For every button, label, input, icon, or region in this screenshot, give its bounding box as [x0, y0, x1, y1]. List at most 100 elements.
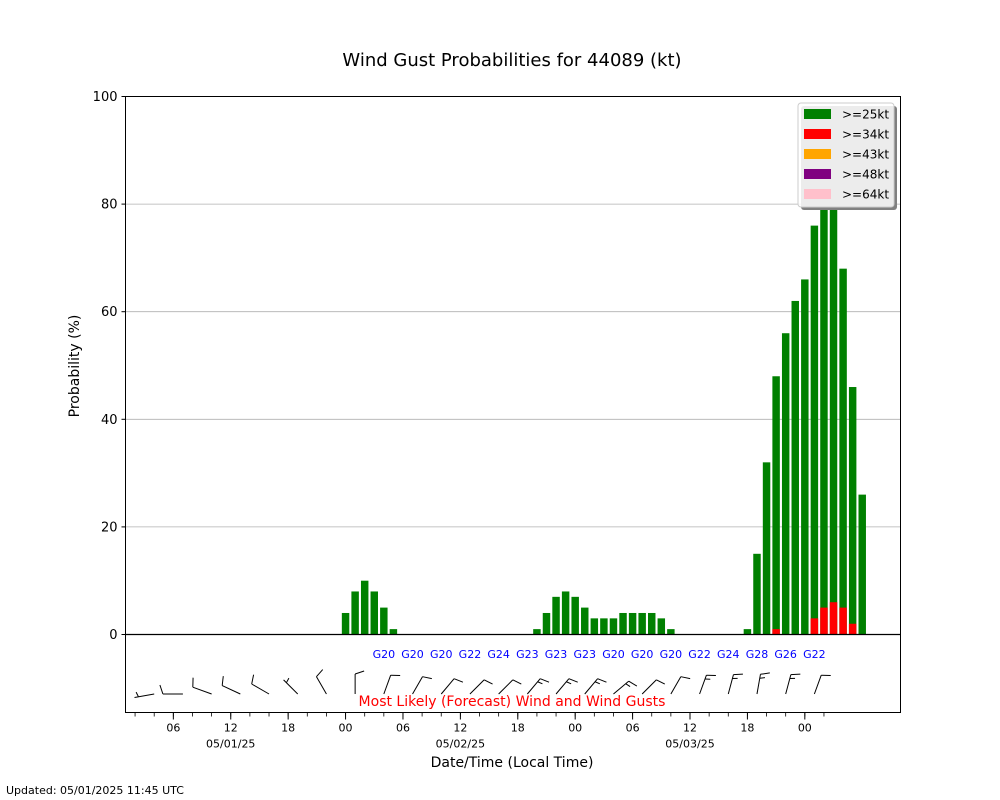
wind-barb: [221, 676, 241, 695]
y-ticks: 0 20 40 60 80 100: [93, 90, 126, 643]
gust-label: G23: [573, 648, 596, 661]
chart-title: Wind Gust Probabilities for 44089 (kt): [342, 50, 681, 71]
barb-feather: [316, 669, 324, 678]
barb-feather: [483, 679, 493, 685]
gust-label: G22: [459, 648, 482, 661]
legend: >=25kt >=34kt >=43kt >=48kt >=64kt: [797, 102, 897, 210]
x-tick-label: 18: [511, 722, 525, 735]
barb-staff: [756, 674, 761, 695]
barb-staff: [383, 675, 392, 695]
wind-barbs: [134, 669, 831, 698]
wind-barb: [699, 674, 716, 695]
bar: [648, 612, 656, 635]
axes: [125, 96, 901, 713]
gust-label: G23: [516, 648, 539, 661]
wind-barb: [192, 677, 212, 695]
bar: [743, 629, 752, 635]
barb-feather: [680, 676, 691, 680]
x-tick-label: 00: [339, 722, 353, 735]
wind-barb: [813, 674, 831, 695]
bar: [552, 596, 560, 635]
bar: [839, 268, 847, 635]
gust-label: G28: [746, 648, 769, 661]
bar: [801, 279, 809, 635]
bar: [351, 591, 359, 635]
wind-barb: [641, 679, 666, 695]
y-tick-label: 100: [93, 90, 118, 105]
x-tick-label: 12: [453, 722, 467, 735]
bar: [542, 612, 551, 635]
bar: [781, 333, 790, 635]
barb-staff: [498, 679, 514, 695]
x-tick-label: 12: [224, 722, 238, 735]
bar: [638, 612, 646, 635]
bar: [820, 607, 828, 635]
barb-feather: [540, 678, 550, 683]
legend-label: >=64kt: [842, 188, 889, 202]
y-tick-label: 20: [101, 520, 118, 535]
barb-staff: [440, 678, 455, 695]
bar: [341, 612, 350, 635]
x-tick-label: 12: [683, 722, 697, 735]
bar: [533, 629, 541, 635]
bar: [829, 204, 838, 635]
barb-staff: [641, 679, 657, 695]
x-date-label: 05/02/25: [436, 738, 485, 751]
barb-staff: [221, 685, 241, 695]
gust-label: G20: [430, 648, 453, 661]
wind-barb: [383, 674, 401, 695]
barb-feather: [790, 673, 801, 676]
wind-barb: [251, 674, 270, 695]
x-tick-label: 00: [568, 722, 582, 735]
bar: [360, 580, 369, 635]
bar: [810, 225, 819, 635]
wind-barb: [315, 669, 327, 695]
barb-staff: [813, 675, 822, 695]
barb-staff: [315, 676, 327, 695]
legend-swatch: [804, 129, 831, 139]
bar: [839, 607, 847, 635]
wind-barb: [613, 680, 638, 695]
wind-barb: [785, 673, 801, 695]
barb-staff: [469, 679, 485, 695]
legend-swatch: [804, 189, 831, 199]
barb-feather: [453, 678, 464, 683]
bar: [561, 591, 570, 635]
bar: [791, 300, 799, 635]
barb-feather: [597, 678, 607, 683]
bar: [600, 618, 608, 635]
wind-barb: [670, 676, 691, 695]
bar: [380, 607, 388, 635]
bar: [609, 618, 618, 635]
barb-feather: [221, 676, 224, 686]
x-tick-label: 18: [740, 722, 754, 735]
gust-label: G26: [774, 648, 797, 661]
gust-label: G20: [373, 648, 396, 661]
barb-half-feather: [135, 691, 139, 698]
gust-label: G20: [401, 648, 424, 661]
y-axis-label: Probability (%): [67, 315, 83, 418]
wind-barb: [412, 676, 432, 695]
barb-feather: [422, 676, 432, 680]
wind-barb: [283, 677, 299, 695]
y-tick-label: 0: [109, 628, 117, 643]
gust-label: G20: [660, 648, 683, 661]
legend-label: >=48kt: [842, 168, 889, 182]
barb-half-feather: [759, 677, 766, 679]
barb-half-feather: [537, 681, 543, 685]
barb-feather: [251, 674, 255, 685]
bar: [858, 494, 866, 635]
x-tick-label: 06: [626, 722, 640, 735]
bar: [389, 629, 398, 635]
barb-feather: [628, 680, 638, 687]
legend-label: >=43kt: [842, 148, 889, 162]
barb-feather: [733, 673, 743, 676]
barb-staff: [283, 679, 299, 695]
bar: [848, 387, 857, 635]
legend-swatch: [804, 149, 831, 159]
forecast-label: Most Likely (Forecast) Wind and Wind Gus…: [359, 694, 666, 710]
bar: [829, 602, 838, 635]
barb-feather: [568, 678, 578, 683]
bar: [657, 618, 666, 635]
bar: [810, 618, 819, 635]
